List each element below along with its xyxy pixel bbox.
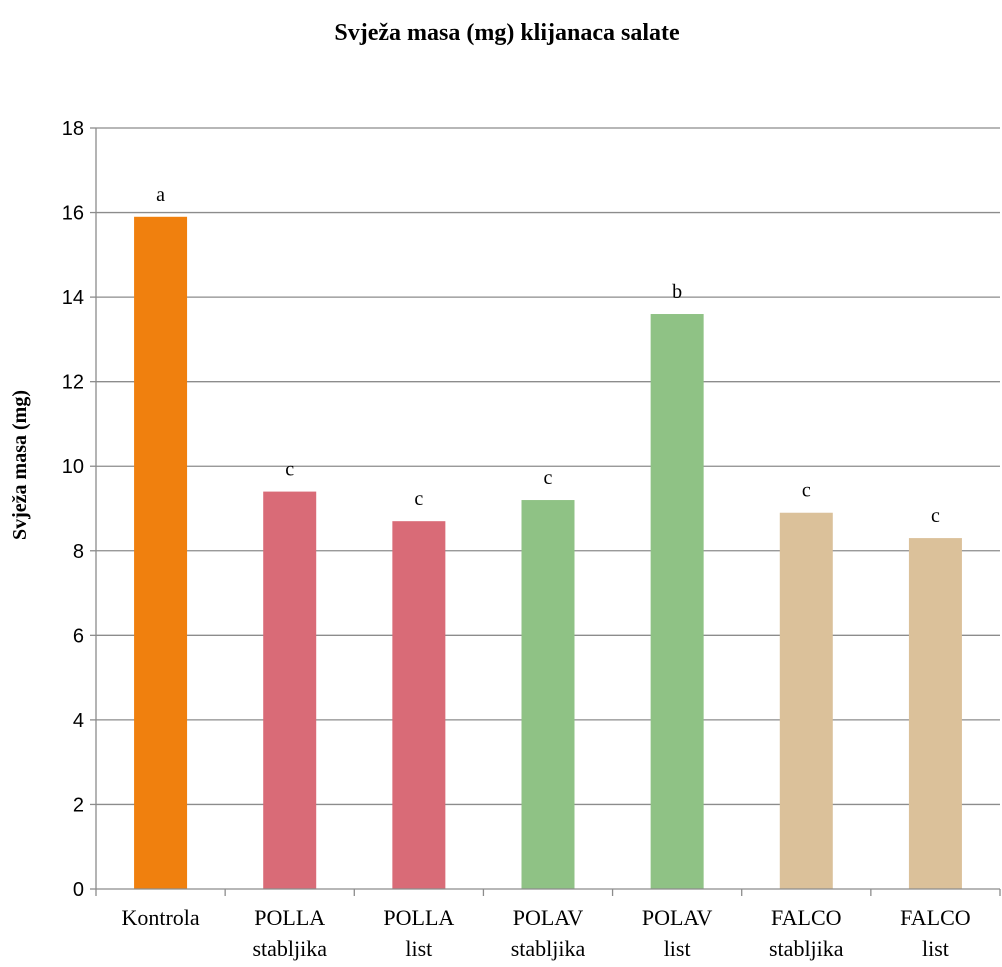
y-tick-label: 12 bbox=[62, 372, 84, 394]
y-tick-label: 4 bbox=[73, 710, 84, 732]
x-tick-label: POLLA list bbox=[383, 905, 454, 961]
x-tick-label-line: FALCO bbox=[771, 905, 842, 930]
bar bbox=[521, 500, 575, 889]
y-tick-label: 16 bbox=[62, 203, 84, 225]
x-tick-label: Kontrola bbox=[121, 905, 199, 930]
data-label: c bbox=[544, 467, 553, 489]
y-tick-label: 10 bbox=[62, 456, 84, 478]
x-tick-label: POLAV stabljika bbox=[511, 905, 586, 961]
x-tick-labels: Kontrola POLLA stabljika POLLA list POLAV stab… bbox=[121, 905, 970, 961]
data-label: c bbox=[931, 505, 940, 527]
data-label: b bbox=[672, 281, 682, 303]
x-tick-label-line: Kontrola bbox=[121, 905, 199, 930]
x-tick-label-line: POLLA bbox=[383, 905, 454, 930]
x-tick-label-line: stabljika bbox=[252, 936, 327, 961]
y-tick-label: 6 bbox=[73, 625, 84, 647]
x-tick-label-line: POLLA bbox=[254, 905, 325, 930]
bars bbox=[134, 216, 962, 890]
axes bbox=[90, 127, 1001, 896]
x-tick-label-line: list bbox=[664, 936, 691, 961]
x-tick-label: FALCO stabljika bbox=[769, 905, 844, 961]
y-tick-label: 14 bbox=[62, 287, 84, 309]
x-tick-label: FALCO list bbox=[900, 905, 971, 961]
bar bbox=[263, 491, 317, 889]
x-tick-label-line: list bbox=[405, 936, 432, 961]
x-tick-label-line: POLAV bbox=[642, 905, 713, 930]
data-labels: a c c c b c c bbox=[156, 184, 940, 527]
y-tick-labels: 0 2 4 6 8 10 12 14 16 18 bbox=[62, 118, 84, 901]
bar bbox=[779, 512, 833, 889]
data-label: c bbox=[802, 480, 811, 502]
bar bbox=[650, 314, 704, 889]
gridlines bbox=[96, 127, 1000, 806]
y-tick-label: 2 bbox=[73, 794, 84, 816]
y-axis-label: Svježa masa (mg) bbox=[9, 390, 31, 540]
x-tick-label-line: stabljika bbox=[769, 936, 844, 961]
x-tick-label: POLLA stabljika bbox=[252, 905, 327, 961]
chart-title: Svježa masa (mg) klijanaca salate bbox=[334, 20, 680, 46]
x-tick-label: POLAV list bbox=[642, 905, 713, 961]
y-tick-label: 18 bbox=[62, 118, 84, 140]
x-tick-label-line: list bbox=[922, 936, 949, 961]
data-label: a bbox=[156, 184, 165, 206]
y-tick-label: 8 bbox=[73, 541, 84, 563]
data-label: c bbox=[414, 488, 423, 510]
y-tick-label: 0 bbox=[73, 879, 84, 901]
x-tick-label-line: POLAV bbox=[513, 905, 584, 930]
bar bbox=[134, 216, 188, 890]
bar bbox=[392, 521, 446, 889]
data-label: c bbox=[285, 459, 294, 481]
x-tick-label-line: FALCO bbox=[900, 905, 971, 930]
x-tick-label-line: stabljika bbox=[511, 936, 586, 961]
bar bbox=[908, 538, 962, 889]
